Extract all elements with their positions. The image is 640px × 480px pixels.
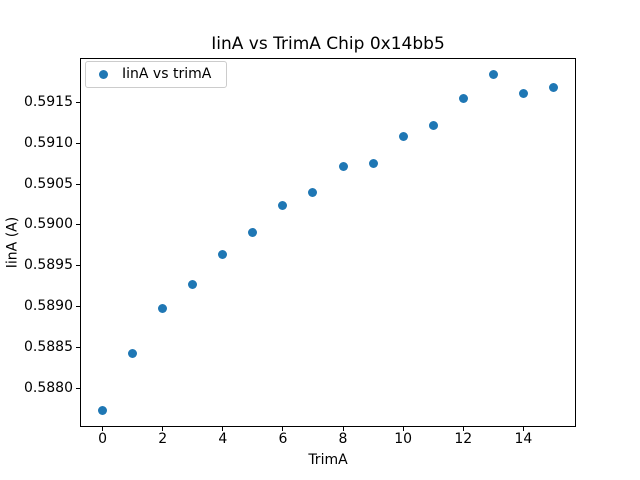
y-tick-mark [76, 265, 80, 267]
y-tick-mark [76, 346, 80, 348]
x-tick-label: 10 [394, 431, 413, 447]
y-tick-mark [76, 306, 80, 308]
x-tick-label: 4 [218, 431, 228, 447]
scatter-point [218, 249, 228, 259]
scatter-point [398, 131, 408, 141]
scatter-point [488, 70, 498, 80]
x-tick-mark [102, 427, 104, 431]
scatter-point [278, 200, 288, 210]
legend-label: IinA vs trimA [122, 66, 212, 82]
legend: IinA vs trimA [85, 61, 227, 88]
y-tick-label: 0.5885 [24, 338, 73, 355]
y-tick-label: 0.5905 [24, 175, 73, 192]
x-tick-label: 8 [338, 431, 348, 447]
scatter-point [98, 405, 108, 415]
scatter-point [158, 303, 168, 313]
scatter-point [368, 159, 378, 169]
y-tick-label: 0.5890 [24, 298, 73, 315]
y-tick-label: 0.5910 [24, 134, 73, 151]
y-tick-label: 0.5915 [24, 94, 73, 111]
legend-marker-icon [99, 70, 108, 79]
scatter-point [428, 120, 438, 130]
x-tick-label: 0 [98, 431, 107, 447]
scatter-point [128, 349, 138, 359]
y-tick-mark [76, 102, 80, 104]
x-tick-mark [162, 427, 164, 431]
y-tick-mark [76, 142, 80, 144]
scatter-point [248, 227, 258, 237]
y-tick-mark [76, 387, 80, 389]
x-tick-label: 14 [514, 431, 533, 447]
x-tick-mark [462, 427, 464, 431]
scatter-point [518, 89, 528, 99]
y-tick-mark [76, 224, 80, 226]
x-tick-label: 12 [454, 431, 473, 447]
x-tick-mark [342, 427, 344, 431]
x-axis-label: TrimA [308, 452, 348, 468]
scatter-point [188, 280, 198, 290]
scatter-point [458, 93, 468, 103]
plot-area [80, 58, 576, 427]
chart-title: IinA vs TrimA Chip 0x14bb5 [211, 34, 445, 54]
x-tick-label: 2 [158, 431, 168, 447]
y-tick-label: 0.5900 [24, 216, 73, 233]
scatter-point [308, 187, 318, 197]
y-tick-label: 0.5895 [24, 257, 73, 274]
scatter-point [548, 82, 558, 92]
x-tick-mark [402, 427, 404, 431]
x-tick-mark [282, 427, 284, 431]
x-tick-mark [222, 427, 224, 431]
y-tick-label: 0.5880 [24, 379, 73, 396]
x-tick-label: 6 [278, 431, 288, 447]
scatter-point [338, 161, 348, 171]
y-tick-mark [76, 183, 80, 185]
x-tick-mark [522, 427, 524, 431]
